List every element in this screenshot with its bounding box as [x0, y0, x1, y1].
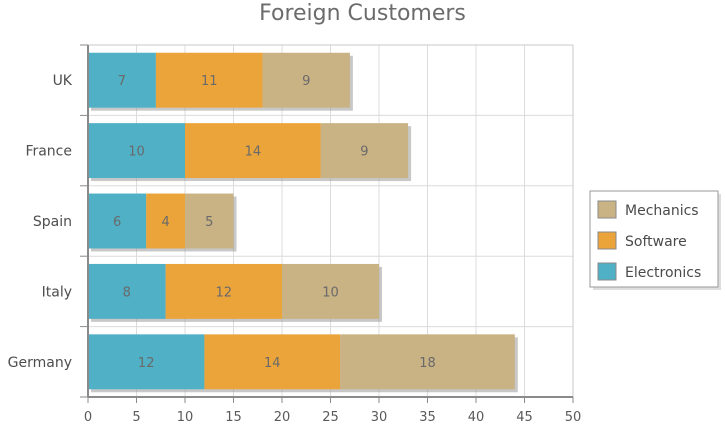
bar-electronics-uk [88, 52, 156, 108]
category-label: France [25, 144, 72, 160]
x-tick-label: 25 [322, 410, 339, 425]
value-label: 8 [123, 285, 131, 300]
bars [88, 52, 515, 390]
category-label: Italy [42, 284, 72, 300]
bar-software-france [185, 123, 321, 179]
chart-title: Foreign Customers [259, 1, 466, 26]
category-label: UK [53, 73, 73, 89]
category-label: Spain [33, 214, 72, 230]
axes: Germany Italy Spain France UK 0 5 10 15 20 25 30 35 4… [8, 44, 582, 425]
legend: Mechanics Software Electronics [589, 190, 721, 290]
bar-mechanics-uk [262, 52, 350, 108]
value-label: 12 [138, 356, 155, 371]
bar-software-uk [155, 52, 263, 108]
x-tick-label: 15 [225, 410, 242, 425]
x-tick-label: 50 [565, 410, 582, 425]
value-label: 12 [216, 285, 233, 300]
legend-swatch-mechanics [597, 200, 617, 219]
value-label: 10 [128, 145, 145, 160]
legend-label-mechanics: Mechanics [625, 203, 699, 219]
value-label: 14 [245, 145, 262, 160]
bar-mechanics-germany [340, 334, 515, 390]
value-label: 11 [201, 74, 218, 89]
legend-label-electronics: Electronics [625, 265, 701, 281]
x-tick-label: 40 [468, 410, 485, 425]
x-tick-label: 45 [516, 410, 533, 425]
bar-electronics-italy [88, 263, 166, 319]
value-label: 14 [264, 356, 281, 371]
bar-electronics-france [88, 123, 185, 179]
bar-mechanics-spain [185, 193, 234, 249]
bar-software-spain [146, 193, 185, 249]
legend-label-software: Software [625, 234, 687, 250]
x-tick-label: 20 [274, 410, 291, 425]
value-label: 6 [113, 215, 121, 230]
value-label: 9 [302, 74, 310, 89]
value-label: 18 [419, 356, 436, 371]
value-label: 10 [322, 285, 339, 300]
bar-software-germany [204, 334, 341, 390]
value-label: 4 [161, 215, 169, 230]
value-label: 7 [118, 74, 126, 89]
x-tick-label: 10 [177, 410, 194, 425]
bar-software-italy [165, 263, 282, 319]
bar-mechanics-france [320, 123, 409, 179]
x-tick-label: 5 [132, 410, 140, 425]
category-label: Germany [8, 355, 72, 371]
legend-swatch-electronics [597, 262, 617, 281]
bar-mechanics-italy [282, 263, 379, 319]
x-tick-label: 35 [419, 410, 436, 425]
legend-swatch-software [597, 231, 617, 250]
bar-electronics-germany [88, 334, 205, 390]
x-tick-label: 0 [84, 410, 92, 425]
x-tick-label: 30 [371, 410, 388, 425]
value-label: 9 [360, 145, 368, 160]
value-label: 5 [205, 215, 213, 230]
value-labels: 12 14 18 8 12 10 6 4 5 10 14 9 7 11 9 [113, 74, 436, 371]
bar-electronics-spain [88, 193, 147, 249]
